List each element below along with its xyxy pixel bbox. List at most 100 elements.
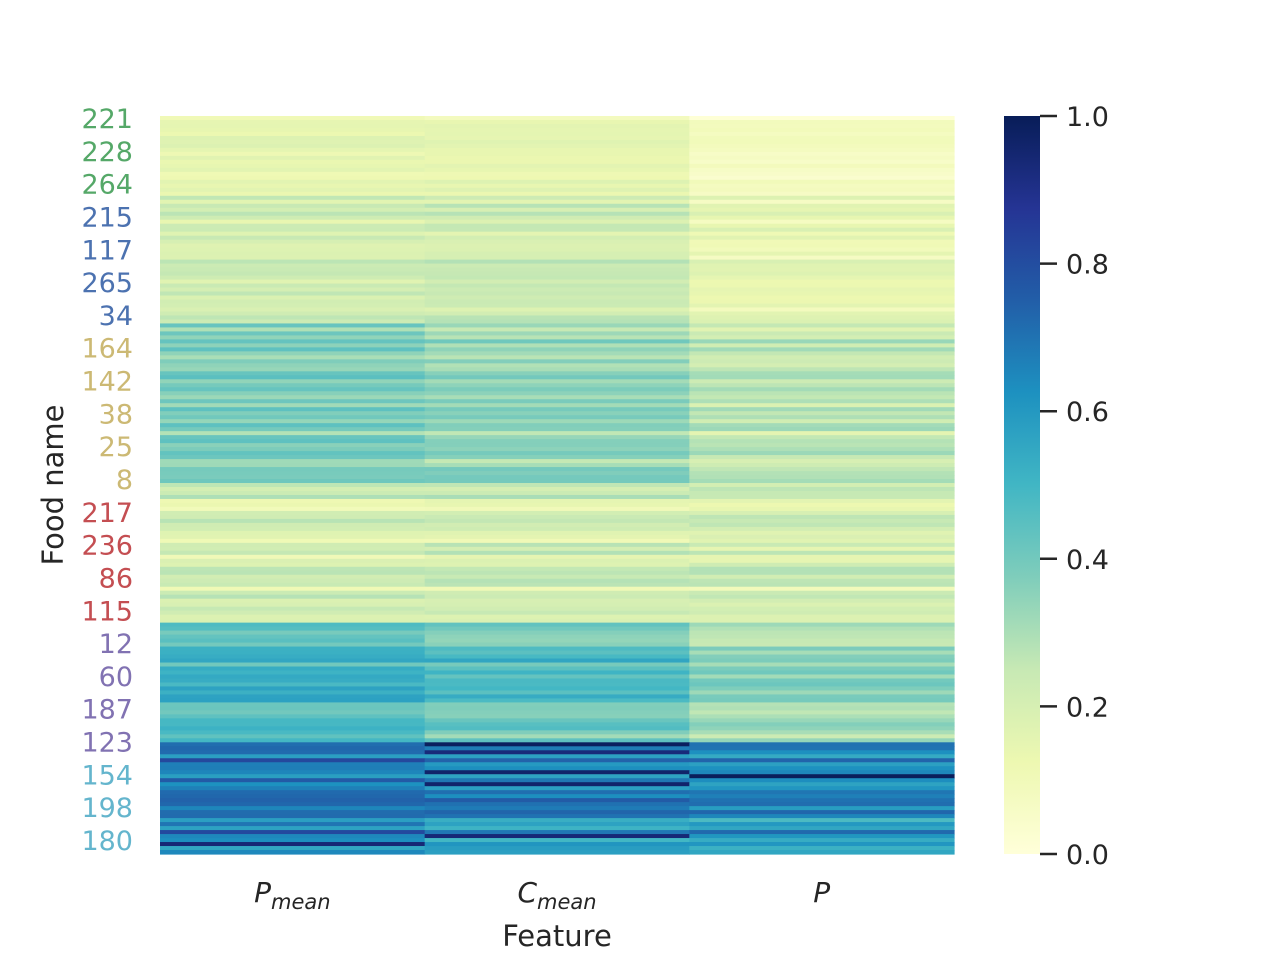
heatmap-cell xyxy=(424,187,690,193)
heatmap-cell xyxy=(424,123,690,129)
heatmap-cell xyxy=(424,714,690,719)
heatmap-cell xyxy=(689,694,955,700)
heatmap-cell xyxy=(160,838,426,843)
heatmap-cell xyxy=(160,582,426,588)
heatmap-cell xyxy=(160,335,426,340)
heatmap-cell xyxy=(424,307,690,313)
heatmap-cell xyxy=(424,566,690,572)
heatmap-cell xyxy=(424,215,690,221)
heatmap-cell xyxy=(424,746,690,751)
heatmap-cell xyxy=(689,710,955,715)
y-tick-label: 123 xyxy=(81,728,133,759)
heatmap-cell xyxy=(160,602,426,608)
heatmap-cell xyxy=(424,375,690,380)
heatmap-cell xyxy=(689,355,955,360)
heatmap-cell xyxy=(424,395,690,400)
heatmap-cell xyxy=(424,347,690,352)
heatmap-cell xyxy=(160,558,426,564)
heatmap-cell xyxy=(689,614,955,620)
heatmap-cell xyxy=(689,475,955,480)
heatmap-cell xyxy=(424,518,690,524)
heatmap-cell xyxy=(689,550,955,556)
heatmap-cell xyxy=(689,291,955,297)
heatmap-cell xyxy=(424,662,690,668)
heatmap-cell xyxy=(424,622,690,628)
heatmap-cell xyxy=(160,255,426,261)
heatmap-cell xyxy=(689,558,955,564)
heatmap-cell xyxy=(160,786,426,791)
heatmap-cell xyxy=(689,630,955,636)
heatmap-cell xyxy=(689,319,955,325)
heatmap-cell xyxy=(689,722,955,727)
heatmap-cell xyxy=(160,395,426,400)
heatmap-cell xyxy=(424,842,690,847)
heatmap-cell xyxy=(160,155,426,161)
heatmap-cell xyxy=(160,439,426,444)
heatmap-cell xyxy=(689,375,955,380)
heatmap-cell xyxy=(424,838,690,843)
heatmap-cell xyxy=(160,191,426,197)
heatmap-cell xyxy=(424,131,690,137)
heatmap-cell xyxy=(424,235,690,241)
heatmap-cell xyxy=(689,642,955,648)
heatmap-cell xyxy=(689,467,955,472)
heatmap-cell xyxy=(160,626,426,632)
heatmap-cell xyxy=(689,391,955,396)
heatmap-cell xyxy=(424,299,690,305)
heatmap-cell xyxy=(689,570,955,576)
heatmap-cell xyxy=(689,662,955,668)
heatmap-cell xyxy=(689,367,955,372)
heatmap-cell xyxy=(160,135,426,141)
heatmap-cell xyxy=(160,343,426,348)
heatmap-cell xyxy=(424,283,690,289)
heatmap-cell xyxy=(689,287,955,293)
heatmap-cell xyxy=(689,183,955,189)
heatmap-cell xyxy=(160,119,426,125)
heatmap-cell xyxy=(424,502,690,508)
heatmap-cell xyxy=(160,674,426,680)
heatmap-cell xyxy=(160,307,426,313)
heatmap-cell xyxy=(160,738,426,743)
heatmap-cell xyxy=(424,203,690,209)
heatmap-cell xyxy=(689,231,955,237)
heatmap-cell xyxy=(160,766,426,771)
heatmap-cell xyxy=(424,602,690,608)
heatmap-cell xyxy=(689,483,955,488)
heatmap-cell xyxy=(689,155,955,161)
heatmap-cell xyxy=(424,171,690,177)
heatmap-cell xyxy=(689,654,955,660)
heatmap-cell xyxy=(689,718,955,723)
heatmap-cell xyxy=(689,431,955,436)
heatmap-cell xyxy=(424,427,690,432)
heatmap-cell xyxy=(689,530,955,536)
heatmap-cell xyxy=(689,838,955,843)
heatmap-cell xyxy=(160,463,426,468)
heatmap-cell xyxy=(689,415,955,420)
heatmap-cell xyxy=(689,590,955,596)
heatmap-cell xyxy=(689,802,955,807)
heatmap-cell xyxy=(689,726,955,731)
heatmap-cell xyxy=(160,594,426,600)
heatmap-cell xyxy=(689,283,955,289)
heatmap-cell xyxy=(424,267,690,273)
heatmap-cell xyxy=(160,790,426,795)
heatmap-cell xyxy=(160,207,426,213)
heatmap-cell xyxy=(424,610,690,616)
colorbar-tick-label: 0.6 xyxy=(1066,397,1109,428)
heatmap-cell xyxy=(160,451,426,456)
heatmap-cell xyxy=(160,351,426,356)
heatmap-cell xyxy=(689,207,955,213)
heatmap-cell xyxy=(424,287,690,293)
heatmap-cell xyxy=(689,195,955,201)
heatmap-cell xyxy=(424,846,690,851)
heatmap-cell xyxy=(689,638,955,644)
heatmap-cell xyxy=(160,710,426,715)
heatmap-cell xyxy=(160,159,426,165)
heatmap-cell xyxy=(160,231,426,237)
heatmap-cell xyxy=(689,227,955,233)
y-tick-label: 12 xyxy=(99,629,133,660)
heatmap-cell xyxy=(160,518,426,524)
heatmap-cell xyxy=(424,351,690,356)
heatmap-cell xyxy=(160,550,426,556)
heatmap-cell xyxy=(689,502,955,508)
